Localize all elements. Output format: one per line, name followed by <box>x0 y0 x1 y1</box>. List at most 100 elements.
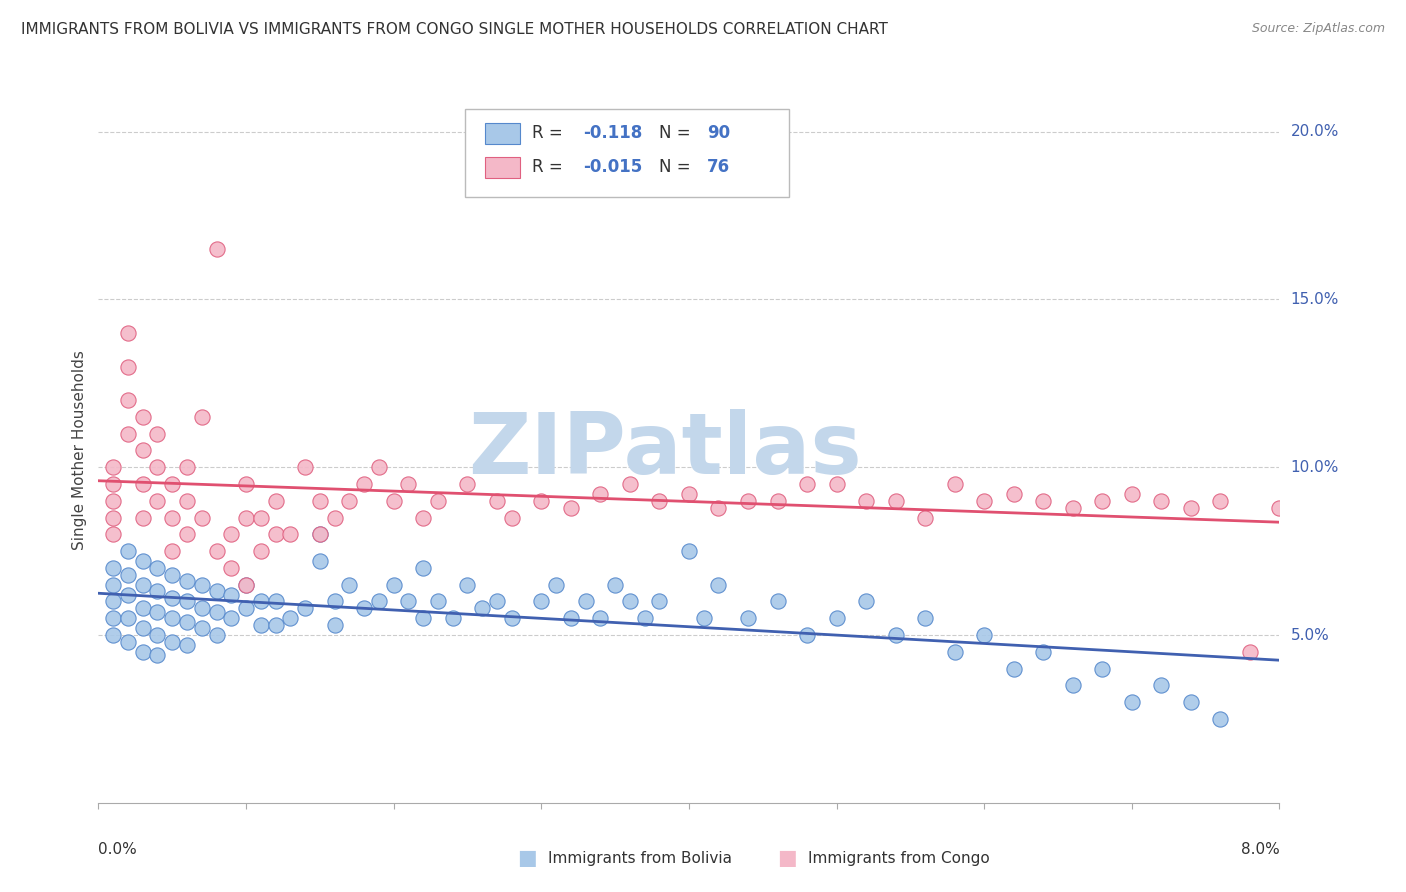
Text: -0.015: -0.015 <box>582 158 643 177</box>
Text: 20.0%: 20.0% <box>1291 124 1339 139</box>
Text: 10.0%: 10.0% <box>1291 459 1339 475</box>
Point <box>441 611 464 625</box>
Point <box>294 460 316 475</box>
Point <box>103 628 125 642</box>
Point <box>264 594 287 608</box>
Point <box>943 645 966 659</box>
Point <box>117 588 139 602</box>
Point <box>323 510 346 524</box>
Point <box>1180 695 1202 709</box>
Text: IMMIGRANTS FROM BOLIVIA VS IMMIGRANTS FROM CONGO SINGLE MOTHER HOUSEHOLDS CORREL: IMMIGRANTS FROM BOLIVIA VS IMMIGRANTS FR… <box>21 22 889 37</box>
Point <box>191 621 214 635</box>
Point <box>353 477 375 491</box>
Point <box>973 628 995 642</box>
Point <box>1239 645 1261 659</box>
Point <box>264 493 287 508</box>
Point <box>117 611 139 625</box>
Point <box>103 577 125 591</box>
Point <box>398 594 420 608</box>
Point <box>132 621 155 635</box>
Point <box>146 605 169 619</box>
Point <box>1209 712 1232 726</box>
Point <box>280 611 302 625</box>
Point <box>766 493 789 508</box>
Point <box>368 594 391 608</box>
Point <box>1032 645 1054 659</box>
Point <box>678 487 700 501</box>
Point <box>250 510 273 524</box>
Point <box>162 510 183 524</box>
Point <box>339 577 361 591</box>
Text: Immigrants from Congo: Immigrants from Congo <box>808 851 990 865</box>
Text: R =: R = <box>531 158 568 177</box>
Point <box>575 594 598 608</box>
Point <box>560 500 582 515</box>
Point <box>353 601 375 615</box>
Point <box>457 577 479 591</box>
Point <box>1121 695 1143 709</box>
Point <box>605 577 627 591</box>
Point <box>1091 662 1114 676</box>
Point <box>486 594 509 608</box>
Point <box>205 544 228 558</box>
Point <box>103 493 125 508</box>
Point <box>176 460 198 475</box>
Point <box>176 594 198 608</box>
Point <box>162 634 183 648</box>
Point <box>250 618 273 632</box>
Point <box>132 554 155 568</box>
Point <box>1268 500 1291 515</box>
Point <box>235 601 257 615</box>
Point <box>146 493 169 508</box>
Point <box>146 628 169 642</box>
Point <box>589 611 612 625</box>
Point <box>117 634 139 648</box>
Point <box>146 648 169 662</box>
Point <box>162 544 183 558</box>
Text: 76: 76 <box>707 158 730 177</box>
Point <box>796 628 818 642</box>
Point <box>117 544 139 558</box>
Point <box>221 527 243 541</box>
Point <box>884 493 907 508</box>
Point <box>191 409 214 424</box>
Point <box>309 493 332 508</box>
Point <box>914 611 936 625</box>
Point <box>132 645 155 659</box>
Point <box>855 594 877 608</box>
Text: Source: ZipAtlas.com: Source: ZipAtlas.com <box>1251 22 1385 36</box>
Point <box>1209 493 1232 508</box>
Point <box>412 510 434 524</box>
Point <box>235 577 257 591</box>
Point <box>634 611 657 625</box>
Point <box>412 611 434 625</box>
Point <box>162 477 183 491</box>
Point <box>973 493 995 508</box>
Point <box>205 605 228 619</box>
Point <box>146 426 169 441</box>
Point <box>589 487 612 501</box>
Point <box>427 594 450 608</box>
Point <box>176 527 198 541</box>
Point <box>221 588 243 602</box>
Text: ■: ■ <box>517 848 537 868</box>
Point <box>678 544 700 558</box>
Point <box>707 500 730 515</box>
Point <box>132 601 155 615</box>
Point <box>693 611 716 625</box>
Point <box>737 611 759 625</box>
Point <box>162 567 183 582</box>
Point <box>648 594 671 608</box>
Text: 0.0%: 0.0% <box>98 841 138 856</box>
Point <box>486 493 509 508</box>
Point <box>264 527 287 541</box>
Point <box>1180 500 1202 515</box>
Point <box>884 628 907 642</box>
Point <box>191 601 214 615</box>
Point <box>103 460 125 475</box>
Point <box>1150 493 1173 508</box>
Text: 8.0%: 8.0% <box>1240 841 1279 856</box>
Point <box>1002 662 1025 676</box>
Point <box>103 611 125 625</box>
Point <box>309 554 332 568</box>
